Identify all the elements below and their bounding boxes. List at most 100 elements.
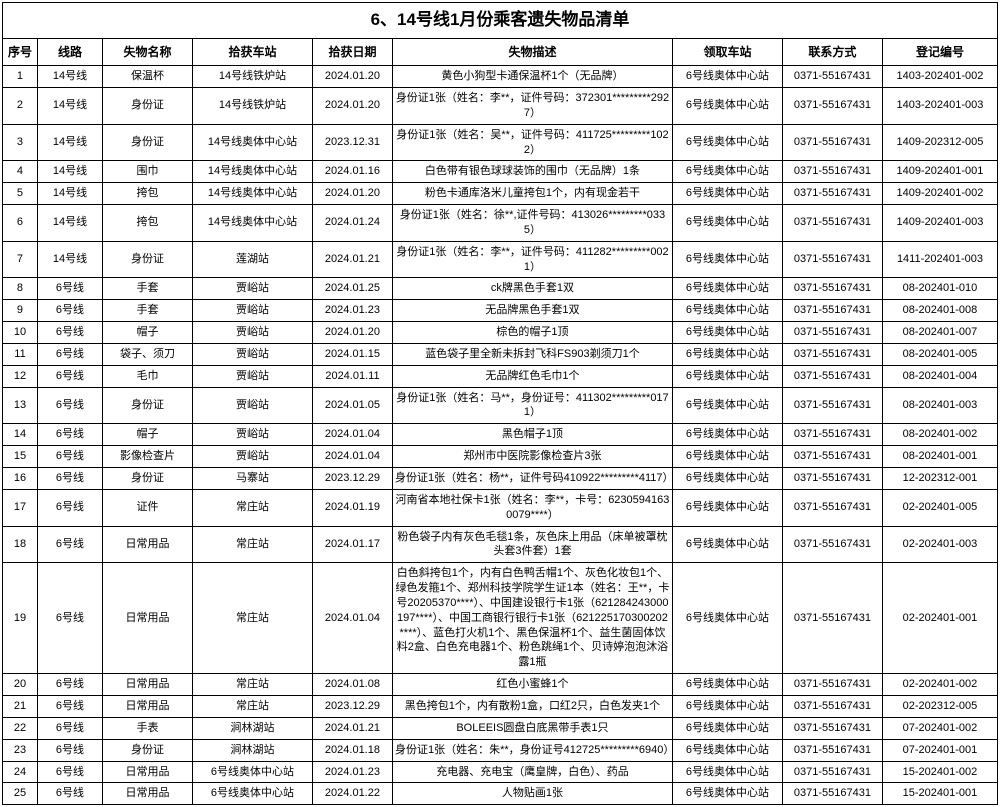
- table-cell: 1403-202401-003: [882, 87, 997, 124]
- table-cell: 日常用品: [102, 783, 192, 805]
- table-cell: 14号线奥体中心站: [192, 161, 312, 183]
- table-cell: 10: [3, 322, 38, 344]
- col-header-date: 拾获日期: [312, 38, 392, 65]
- table-cell: 郑州市中医院影像检查片3张: [392, 446, 672, 468]
- table-cell: 6号线: [37, 387, 102, 424]
- table-row: 136号线身份证贾峪站2024.01.05身份证1张（姓名：马**，身份证号：4…: [3, 387, 998, 424]
- table-cell: 14号线: [37, 241, 102, 278]
- table-row: 116号线袋子、须刀贾峪站2024.01.15蓝色袋子里全新未拆封飞科FS903…: [3, 343, 998, 365]
- table-cell: 0371-55167431: [782, 343, 882, 365]
- table-cell: 挎包: [102, 205, 192, 242]
- table-cell: 6号线奥体中心站: [672, 87, 782, 124]
- lost-items-table: 6、14号线1月份乘客遗失物品清单 序号 线路 失物名称 拾获车站 拾获日期 失…: [2, 2, 998, 805]
- table-cell: 6号线奥体中心站: [672, 674, 782, 696]
- table-cell: 6号线奥体中心站: [672, 695, 782, 717]
- table-cell: 2024.01.17: [312, 526, 392, 563]
- col-header-reg: 登记编号: [882, 38, 997, 65]
- table-cell: 2024.01.20: [312, 66, 392, 88]
- table-cell: 6号线: [37, 343, 102, 365]
- table-cell: 0371-55167431: [782, 183, 882, 205]
- table-cell: 常庄站: [192, 563, 312, 674]
- table-cell: 0371-55167431: [782, 783, 882, 805]
- table-cell: 5: [3, 183, 38, 205]
- table-cell: 白色斜挎包1个，内有白色鸭舌帽1个、灰色化妆包1个、绿色发箍1个、郑州科技学院学…: [392, 563, 672, 674]
- table-row: 226号线手表涧林湖站2024.01.21BOLEEIS圆盘白底黑带手表1只6号…: [3, 717, 998, 739]
- table-row: 236号线身份证涧林湖站2024.01.18身份证1张（姓名：朱**，身份证号4…: [3, 739, 998, 761]
- table-cell: 贾峪站: [192, 446, 312, 468]
- table-cell: 14号线: [37, 124, 102, 161]
- table-row: 256号线日常用品6号线奥体中心站2024.01.22人物贴画1张6号线奥体中心…: [3, 783, 998, 805]
- table-cell: 07-202401-001: [882, 739, 997, 761]
- table-cell: 0371-55167431: [782, 739, 882, 761]
- table-cell: 莲湖站: [192, 241, 312, 278]
- table-cell: 0371-55167431: [782, 717, 882, 739]
- table-cell: 0371-55167431: [782, 124, 882, 161]
- table-cell: 日常用品: [102, 674, 192, 696]
- table-cell: 6号线: [37, 446, 102, 468]
- col-header-line: 线路: [37, 38, 102, 65]
- table-cell: 6号线奥体中心站: [672, 468, 782, 490]
- table-cell: 河南省本地社保卡1张（姓名：李**，卡号：62305941630079****）: [392, 489, 672, 526]
- table-cell: 0371-55167431: [782, 468, 882, 490]
- table-cell: 14号线奥体中心站: [192, 183, 312, 205]
- table-cell: 2024.01.21: [312, 717, 392, 739]
- table-cell: 白色带有银色球球装饰的围巾（无品牌）1条: [392, 161, 672, 183]
- table-cell: 身份证1张（姓名：马**，身份证号：411302*********0171）: [392, 387, 672, 424]
- table-cell: 黑色帽子1顶: [392, 424, 672, 446]
- table-cell: 手套: [102, 278, 192, 300]
- table-cell: 2024.01.04: [312, 563, 392, 674]
- table-cell: 马寨站: [192, 468, 312, 490]
- table-cell: 红色小蜜蜂1个: [392, 674, 672, 696]
- table-cell: 身份证1张（姓名：李**，证件号码：411282*********0021）: [392, 241, 672, 278]
- table-cell: 常庄站: [192, 526, 312, 563]
- table-cell: 2024.01.24: [312, 205, 392, 242]
- table-cell: 19: [3, 563, 38, 674]
- table-cell: 9: [3, 300, 38, 322]
- table-cell: 08-202401-007: [882, 322, 997, 344]
- table-cell: 6号线: [37, 278, 102, 300]
- table-cell: 02-202401-003: [882, 526, 997, 563]
- table-cell: 黑色挎包1个，内有散粉1盒，口红2只，白色发夹1个: [392, 695, 672, 717]
- table-cell: 6号线奥体中心站: [672, 489, 782, 526]
- table-cell: 20: [3, 674, 38, 696]
- table-cell: 13: [3, 387, 38, 424]
- table-cell: 2024.01.19: [312, 489, 392, 526]
- table-cell: 08-202401-003: [882, 387, 997, 424]
- table-cell: 常庄站: [192, 695, 312, 717]
- table-cell: 手表: [102, 717, 192, 739]
- table-cell: 08-202401-010: [882, 278, 997, 300]
- table-cell: 17: [3, 489, 38, 526]
- table-cell: 6号线奥体中心站: [672, 424, 782, 446]
- table-cell: BOLEEIS圆盘白底黑带手表1只: [392, 717, 672, 739]
- table-cell: 身份证: [102, 87, 192, 124]
- table-row: 214号线身份证14号线铁炉站2024.01.20身份证1张（姓名：李**，证件…: [3, 87, 998, 124]
- table-cell: 6号线: [37, 783, 102, 805]
- table-cell: 2023.12.29: [312, 695, 392, 717]
- table-cell: 身份证: [102, 387, 192, 424]
- table-cell: 身份证: [102, 241, 192, 278]
- table-cell: 6号线奥体中心站: [672, 343, 782, 365]
- table-row: 146号线帽子贾峪站2024.01.04黑色帽子1顶6号线奥体中心站0371-5…: [3, 424, 998, 446]
- table-cell: 02-202401-001: [882, 563, 997, 674]
- table-cell: 围巾: [102, 161, 192, 183]
- table-row: 414号线围巾14号线奥体中心站2024.01.16白色带有银色球球装饰的围巾（…: [3, 161, 998, 183]
- table-cell: 2024.01.04: [312, 424, 392, 446]
- table-cell: 身份证: [102, 739, 192, 761]
- table-cell: 0371-55167431: [782, 446, 882, 468]
- table-cell: 0371-55167431: [782, 424, 882, 446]
- table-cell: 身份证: [102, 124, 192, 161]
- table-cell: 08-202401-005: [882, 343, 997, 365]
- table-cell: 身份证1张（姓名：李**，证件号码：372301*********2927）: [392, 87, 672, 124]
- table-cell: 14号线铁炉站: [192, 87, 312, 124]
- table-cell: 2024.01.23: [312, 761, 392, 783]
- table-cell: 0371-55167431: [782, 387, 882, 424]
- table-cell: 2024.01.18: [312, 739, 392, 761]
- table-cell: 涧林湖站: [192, 717, 312, 739]
- table-cell: 6号线: [37, 739, 102, 761]
- table-cell: 2024.01.15: [312, 343, 392, 365]
- table-row: 86号线手套贾峪站2024.01.25ck牌黑色手套1双6号线奥体中心站0371…: [3, 278, 998, 300]
- table-cell: 6号线奥体中心站: [672, 365, 782, 387]
- table-cell: 日常用品: [102, 563, 192, 674]
- table-cell: 6号线奥体中心站: [672, 278, 782, 300]
- table-cell: 帽子: [102, 322, 192, 344]
